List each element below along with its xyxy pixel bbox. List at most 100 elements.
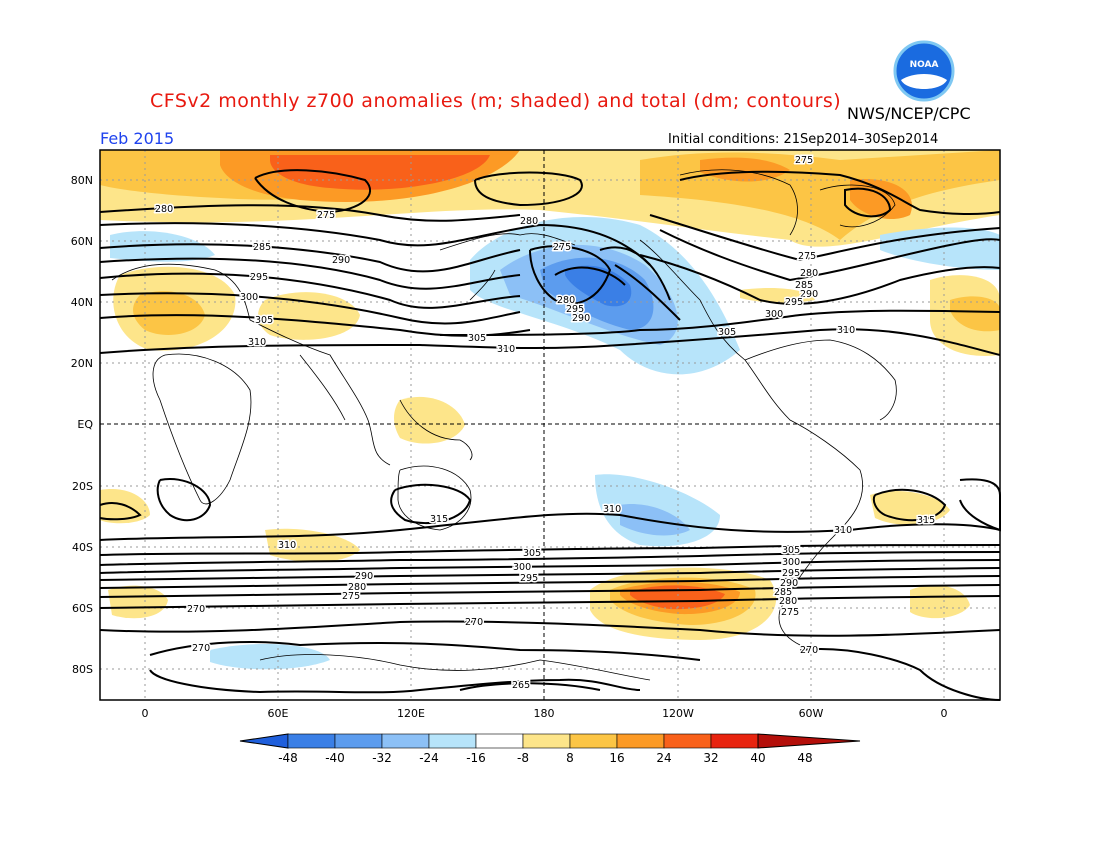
lon-label: 60E [268,707,289,720]
contour-label: 290 [800,289,818,300]
colorbar-tick-label: -40 [325,751,345,765]
contour-label: 275 [795,155,813,166]
colorbar-tick-label: 24 [656,751,671,765]
lon-label: 0 [142,707,149,720]
contour-label: 300 [765,309,783,320]
colorbar-tick-label: 40 [750,751,765,765]
colorbar-tick-label: -8 [517,751,529,765]
contour-label: 280 [155,204,173,215]
colorbar-box [663,733,712,749]
contour-label: 310 [497,344,515,355]
lon-label: 120E [397,707,425,720]
noaa-logo: NOAA [893,40,955,102]
longitude-labels: 0 60E 120E 180 120W 60W 0 [142,707,948,720]
contour-label: 285 [795,280,813,291]
contour-label: 270 [192,643,210,654]
contour-label: 290 [780,578,798,589]
contour-label: 275 [781,607,799,618]
logo-text: NOAA [910,60,939,70]
lat-label: 20N [71,357,93,370]
colorbar-box [334,733,383,749]
contour-label: 285 [253,242,271,253]
reference-lines [100,150,1000,700]
contour-label: 305 [718,327,736,338]
colorbar-tick-label: 8 [566,751,574,765]
colorbar-box [569,733,618,749]
colorbar-box [710,733,759,749]
colorbar-tick-label: 48 [797,751,812,765]
lon-label: 60W [799,707,824,720]
contour-label: 275 [553,242,571,253]
latitude-labels: 80N 60N 40N 20N EQ 20S 40S 60S 80S [71,174,94,676]
contour-label: 280 [779,596,797,607]
contour-label: 305 [255,315,273,326]
figure-title: CFSv2 monthly z700 anomalies (m; shaded)… [150,90,842,112]
contour-label: 315 [917,515,935,526]
lon-label: 120W [662,707,694,720]
contour-label: 295 [782,568,800,579]
contour-label-group: 275 275 280 280 285 290 295 300 305 310 … [154,154,937,693]
lat-label: 20S [72,480,93,493]
colorbar-tick-label: -16 [466,751,486,765]
contour-label: 280 [520,216,538,227]
lon-label: 0 [941,707,948,720]
contour-label: 290 [355,571,373,582]
contour-label: 295 [785,297,803,308]
contour-label: 275 [798,251,816,262]
contour-label: 290 [572,313,590,324]
lat-label: 80S [72,663,93,676]
contour-label: 275 [342,591,360,602]
agency-label: NWS/NCEP/CPC [847,104,971,123]
map-frame [99,149,1001,701]
colorbar-tick-label: -48 [278,751,298,765]
forecast-month: Feb 2015 [100,129,175,148]
contour-label: 280 [557,295,575,306]
contour-label: 275 [317,210,335,221]
colorbar-tick-label: 16 [609,751,624,765]
contour-label: 265 [512,680,530,691]
lon-label: 180 [534,707,555,720]
colorbar-tick-labels: -48 -40 -32 -24 -16 -8 8 16 24 32 40 48 [278,751,812,765]
contour-label: 295 [520,573,538,584]
contour-label: 310 [248,337,266,348]
contour-label: 270 [800,645,818,656]
contour-label: 315 [430,514,448,525]
colorbar-boxes [239,733,861,749]
contour-label: 280 [800,268,818,279]
coastlines [111,169,897,681]
colorbar-arrow-high [757,733,861,749]
contour-label: 310 [603,504,621,515]
colorbar-box [475,733,524,749]
contour-label: 285 [774,587,792,598]
contour-label: 310 [278,540,296,551]
colorbar-tick-label: 32 [703,751,718,765]
contour-label: 290 [332,255,350,266]
contour-label: 300 [513,562,531,573]
colorbar-box [522,733,571,749]
height-contours [99,169,1001,701]
lat-label: 60N [71,235,93,248]
contour-label: 310 [834,525,852,536]
contour-label: 295 [250,272,268,283]
contour-label: 305 [523,548,541,559]
lat-label: 40S [72,541,93,554]
colorbar-box [616,733,665,749]
contour-label: 305 [468,333,486,344]
contour-label: 270 [187,604,205,615]
contour-label: 300 [240,292,258,303]
contour-label: 295 [566,304,584,315]
contour-label: 300 [782,557,800,568]
lat-label: 40N [71,296,93,309]
colorbar-box [287,733,336,749]
graticule [100,150,1000,700]
contour-label: 310 [837,325,855,336]
colorbar-tick-label: -24 [419,751,439,765]
contour-label: 270 [465,617,483,628]
colorbar-arrow-low [239,733,289,749]
lat-label: 60S [72,602,93,615]
initial-conditions: Initial conditions: 21Sep2014–30Sep2014 [668,132,939,147]
lat-label: 80N [71,174,93,187]
colorbar-box [428,733,477,749]
